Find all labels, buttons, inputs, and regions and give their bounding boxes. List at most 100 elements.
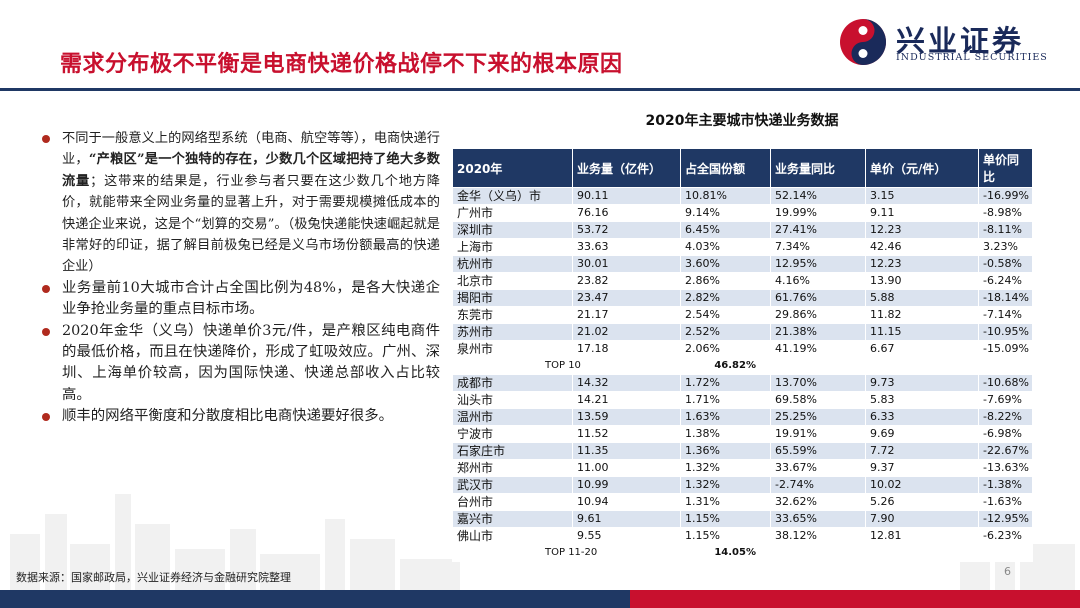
city-name-cell: 苏州市 <box>452 323 573 341</box>
table-cell: 69.58% <box>770 391 866 409</box>
table-cell: 33.67% <box>770 459 866 477</box>
table-row: 金华（义乌）市 90.11 10.81% 52.14% 3.15 -16.99% <box>452 187 1033 205</box>
city-name-cell: 嘉兴市 <box>452 510 573 528</box>
table-cell: 13.59 <box>572 408 681 426</box>
table-cell: -1.63% <box>978 493 1033 511</box>
table-row: 台州市 10.94 1.31% 32.62% 5.26 -1.63% <box>452 493 1033 511</box>
table-cell: 11.82 <box>865 306 979 324</box>
summary-share: 14.05% <box>680 544 771 562</box>
summary-row: TOP 10 46.82% <box>452 357 1033 375</box>
table-title: 2020年主要城市快递业务数据 <box>645 113 839 129</box>
table-cell: 10.81% <box>680 187 771 205</box>
table-cell: 32.62% <box>770 493 866 511</box>
table-cell: 4.16% <box>770 272 866 290</box>
table-cell: 2.54% <box>680 306 771 324</box>
table-cell: 30.01 <box>572 255 681 273</box>
table-cell: 9.69 <box>865 425 979 443</box>
table-cell: -16.99% <box>978 187 1033 205</box>
city-name-cell: 佛山市 <box>452 527 573 545</box>
table-cell: 1.15% <box>680 527 771 545</box>
city-name-cell: 武汉市 <box>452 476 573 494</box>
bullet-item: 顺丰的网络平衡度和分散度相比电商快递要好很多。 <box>40 406 440 427</box>
table-cell: 9.37 <box>865 459 979 477</box>
skyline-background <box>10 494 1075 594</box>
table-cell: 2.06% <box>680 340 771 358</box>
table-cell: 6.33 <box>865 408 979 426</box>
city-name-cell: 石家庄市 <box>452 442 573 460</box>
table-row: 泉州市 17.18 2.06% 41.19% 6.67 -15.09% <box>452 340 1033 358</box>
page-number: 6 <box>1004 565 1011 578</box>
table-cell: 21.38% <box>770 323 866 341</box>
table-cell: 38.12% <box>770 527 866 545</box>
table-cell: -2.74% <box>770 476 866 494</box>
table-cell: 1.38% <box>680 425 771 443</box>
table-cell: 7.90 <box>865 510 979 528</box>
table-cell: 5.83 <box>865 391 979 409</box>
footer-bar-blue <box>0 590 630 608</box>
table-row: 嘉兴市 9.61 1.15% 33.65% 7.90 -12.95% <box>452 510 1033 528</box>
table-row: 宁波市 11.52 1.38% 19.91% 9.69 -6.98% <box>452 425 1033 443</box>
table-cell: 3.60% <box>680 255 771 273</box>
page-title: 需求分布极不平衡是电商快递价格战停不下来的根本原因 <box>60 52 623 77</box>
bullet-item: 不同于一般意义上的网络型系统（电商、航空等等），电商快递行业，“产粮区”是一个独… <box>40 128 440 278</box>
summary-label: TOP 10 <box>452 357 681 375</box>
table-cell: 19.99% <box>770 204 866 222</box>
table-cell: -6.23% <box>978 527 1033 545</box>
company-logo: 兴业证券 INDUSTRIAL SECURITIES <box>838 18 1058 66</box>
table-cell: 1.32% <box>680 459 771 477</box>
table-cell: 14.21 <box>572 391 681 409</box>
table-cell: -1.38% <box>978 476 1033 494</box>
table-row: 佛山市 9.55 1.15% 38.12% 12.81 -6.23% <box>452 527 1033 545</box>
table-cell: 53.72 <box>572 221 681 239</box>
table-cell: 2.86% <box>680 272 771 290</box>
table-cell: 2.52% <box>680 323 771 341</box>
col-header: 业务量（亿件） <box>572 148 681 188</box>
table-row: 苏州市 21.02 2.52% 21.38% 11.15 -10.95% <box>452 323 1033 341</box>
table-row: 杭州市 30.01 3.60% 12.95% 12.23 -0.58% <box>452 255 1033 273</box>
table-cell: -8.11% <box>978 221 1033 239</box>
table-cell: -7.14% <box>978 306 1033 324</box>
table-cell: 12.23 <box>865 255 979 273</box>
table-cell: 1.32% <box>680 476 771 494</box>
table-cell: 10.99 <box>572 476 681 494</box>
city-name-cell: 深圳市 <box>452 221 573 239</box>
table-cell: 7.72 <box>865 442 979 460</box>
table-body: 金华（义乌）市 90.11 10.81% 52.14% 3.15 -16.99% 广州市 76… <box>452 187 1033 562</box>
bullet-item: 2020年金华（义乌）快递单价3元/件，是产粮区纯电商件的最低价格，而且在快递降… <box>40 321 440 407</box>
table-cell: 9.14% <box>680 204 771 222</box>
city-name-cell: 台州市 <box>452 493 573 511</box>
table-cell: -10.68% <box>978 374 1033 392</box>
table-row: 东莞市 21.17 2.54% 29.86% 11.82 -7.14% <box>452 306 1033 324</box>
summary-blank <box>770 357 1033 375</box>
table-cell: 9.55 <box>572 527 681 545</box>
table-cell: 11.00 <box>572 459 681 477</box>
table-cell: 19.91% <box>770 425 866 443</box>
table-cell: -15.09% <box>978 340 1033 358</box>
table-cell: 1.15% <box>680 510 771 528</box>
table-cell: 1.72% <box>680 374 771 392</box>
table-cell: 12.81 <box>865 527 979 545</box>
table-cell: 2.82% <box>680 289 771 307</box>
table-cell: -22.67% <box>978 442 1033 460</box>
table-cell: 17.18 <box>572 340 681 358</box>
table-cell: 61.76% <box>770 289 866 307</box>
table-row: 深圳市 53.72 6.45% 27.41% 12.23 -8.11% <box>452 221 1033 239</box>
title-divider <box>0 88 1080 91</box>
table-row: 温州市 13.59 1.63% 25.25% 6.33 -8.22% <box>452 408 1033 426</box>
table-cell: 90.11 <box>572 187 681 205</box>
table-cell: 42.46 <box>865 238 979 256</box>
table-cell: -0.58% <box>978 255 1033 273</box>
table-row: 武汉市 10.99 1.32% -2.74% 10.02 -1.38% <box>452 476 1033 494</box>
table-cell: 6.45% <box>680 221 771 239</box>
city-name-cell: 金华（义乌）市 <box>452 187 573 205</box>
table-cell: 21.02 <box>572 323 681 341</box>
table-cell: 11.35 <box>572 442 681 460</box>
table-cell: 14.32 <box>572 374 681 392</box>
table-row: 成都市 14.32 1.72% 13.70% 9.73 -10.68% <box>452 374 1033 392</box>
table-cell: 25.25% <box>770 408 866 426</box>
table-cell: 1.31% <box>680 493 771 511</box>
bullet-list: 不同于一般意义上的网络型系统（电商、航空等等），电商快递行业，“产粮区”是一个独… <box>40 128 440 428</box>
summary-label: TOP 11-20 <box>452 544 681 562</box>
source-note: 数据来源：国家邮政局，兴业证券经济与金融研究院整理 <box>16 571 291 584</box>
col-header: 单价同比 <box>978 148 1033 188</box>
